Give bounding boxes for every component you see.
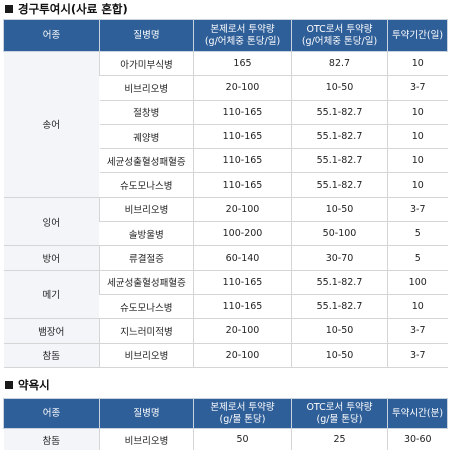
bath-table-header: 어종 질병명 본제로서 투약량 (g/물 톤당) OTC로서 투약량 (g/물 톤당)… <box>3 398 448 429</box>
value-cell: 55.1-82.7 <box>291 172 388 198</box>
table-row: 슈도모나스병 110-165 55.1-82.7 10 <box>4 172 448 198</box>
table-row: 뱀장어 지느러미적병 20-100 10-50 3-7 <box>3 318 448 344</box>
value-cell: 30-70 <box>291 245 388 271</box>
value-cell: 30-60 <box>387 428 448 450</box>
value-cell: 10-50 <box>291 343 388 368</box>
bath-section-title: 약욕시 <box>18 378 50 392</box>
value-cell: 10 <box>387 124 448 150</box>
column-header: 어종 <box>3 398 100 429</box>
value-cell: 100-200 <box>193 221 292 247</box>
value-cell: 110-165 <box>193 172 292 198</box>
value-cell: 60-140 <box>193 245 292 271</box>
column-header: 질병명 <box>99 398 194 429</box>
disease-cell: 슈도모나스병 <box>99 294 194 320</box>
value-cell: 165 <box>193 51 292 77</box>
value-cell: 55.1-82.7 <box>291 270 388 295</box>
value-cell: 110-165 <box>193 100 292 125</box>
value-cell: 10-50 <box>291 75 388 101</box>
table-row: 슈도모나스병 110-165 55.1-82.7 10 <box>4 294 448 320</box>
value-cell: 3-7 <box>387 197 448 223</box>
value-cell: 20-100 <box>193 197 292 223</box>
value-cell: 110-165 <box>193 294 292 320</box>
disease-cell: 비브리오병 <box>99 343 194 368</box>
value-cell: 3-7 <box>387 343 448 368</box>
value-cell: 110-165 <box>193 148 292 174</box>
disease-cell: 류결절증 <box>99 245 194 271</box>
column-header: 투약기간(일) <box>387 19 448 52</box>
column-header: 본제로서 투약량 (g/어체중 톤당/일) <box>193 19 292 52</box>
table-row: 참돔 비브리오병 20-100 10-50 3-7 <box>3 343 448 368</box>
oral-table-header: 어종 질병명 본제로서 투약량 (g/어체중 톤당/일) OTC로서 투약량 (g/어… <box>3 19 448 52</box>
disease-cell: 비브리오병 <box>99 197 194 223</box>
value-cell: 25 <box>291 428 388 450</box>
table-row: 참돔 비브리오병 50 25 30-60 <box>3 428 448 450</box>
value-cell: 10 <box>387 51 448 77</box>
value-cell: 50 <box>193 428 292 450</box>
value-cell: 3-7 <box>387 318 448 344</box>
disease-cell: 비브리오병 <box>99 428 194 450</box>
value-cell: 82.7 <box>291 51 388 77</box>
column-header: 어종 <box>3 19 100 52</box>
bath-table-body: 참돔 비브리오병 50 25 30-60 <box>3 428 448 450</box>
table-row: 절창병 110-165 55.1-82.7 10 <box>4 100 448 125</box>
species-cell: 방어 <box>3 245 100 271</box>
value-cell: 55.1-82.7 <box>291 124 388 150</box>
disease-cell: 절창병 <box>99 100 194 125</box>
table-row: 방어 류결절증 60-140 30-70 5 <box>3 245 448 271</box>
value-cell: 10 <box>387 100 448 125</box>
value-cell: 20-100 <box>193 318 292 344</box>
column-header: OTC로서 투약량 (g/어체중 톤당/일) <box>291 19 388 52</box>
species-cell: 뱀장어 <box>3 318 100 344</box>
species-cell: 잉어 <box>3 197 100 247</box>
value-cell: 55.1-82.7 <box>291 100 388 125</box>
value-cell: 55.1-82.7 <box>291 148 388 174</box>
table-row: 송어 아가미부식병 165 82.7 10 <box>3 51 448 198</box>
disease-cell: 슈도모나스병 <box>99 172 194 198</box>
value-cell: 10 <box>387 172 448 198</box>
disease-cell: 비브리오병 <box>99 75 194 101</box>
column-header: 투약시간(분) <box>387 398 448 429</box>
table-row: 궤양병 110-165 55.1-82.7 10 <box>4 124 448 150</box>
disease-cell: 지느러미적병 <box>99 318 194 344</box>
value-cell: 10-50 <box>291 318 388 344</box>
table-row: 비브리오병 20-100 10-50 3-7 <box>4 75 448 101</box>
value-cell: 55.1-82.7 <box>291 294 388 320</box>
value-cell: 20-100 <box>193 75 292 101</box>
value-cell: 10 <box>387 294 448 320</box>
table-row: 솔방울병 100-200 50-100 5 <box>4 221 448 247</box>
column-header: OTC로서 투약량 (g/물 톤당) <box>291 398 388 429</box>
bath-section-heading: 약욕시 <box>5 378 50 392</box>
species-cell: 참돔 <box>3 343 100 368</box>
value-cell: 50-100 <box>291 221 388 247</box>
value-cell: 20-100 <box>193 343 292 368</box>
oral-section-heading: 경구투여시(사료 혼합) <box>5 2 128 16</box>
column-header: 질병명 <box>99 19 194 52</box>
value-cell: 5 <box>387 245 448 271</box>
disease-cell: 아가미부식병 <box>99 51 194 77</box>
value-cell: 110-165 <box>193 270 292 295</box>
oral-dosage-table: 어종 질병명 본제로서 투약량 (g/어체중 톤당/일) OTC로서 투약량 (g/어… <box>3 19 448 368</box>
value-cell: 10 <box>387 148 448 174</box>
disease-cell: 솔방울병 <box>99 221 194 247</box>
value-cell: 3-7 <box>387 75 448 101</box>
species-cell: 참돔 <box>3 428 100 450</box>
table-row: 메기 세균성출혈성패혈증 110-165 55.1-82.7 100 <box>3 270 448 320</box>
oral-section-title: 경구투여시(사료 혼합) <box>18 2 128 16</box>
table-row: 세균성출혈성패혈증 110-165 55.1-82.7 10 <box>4 148 448 174</box>
disease-cell: 궤양병 <box>99 124 194 150</box>
black-square-icon <box>5 381 13 389</box>
disease-cell: 세균성출혈성패혈증 <box>99 148 194 174</box>
value-cell: 10-50 <box>291 197 388 223</box>
value-cell: 110-165 <box>193 124 292 150</box>
species-cell: 송어 <box>3 51 100 198</box>
value-cell: 5 <box>387 221 448 247</box>
bath-dosage-table: 어종 질병명 본제로서 투약량 (g/물 톤당) OTC로서 투약량 (g/물 톤당)… <box>3 398 448 450</box>
value-cell: 100 <box>387 270 448 295</box>
column-header: 본제로서 투약량 (g/물 톤당) <box>193 398 292 429</box>
disease-cell: 세균성출혈성패혈증 <box>99 270 194 295</box>
oral-table-body: 송어 아가미부식병 165 82.7 10 비브리오병 20-100 10-50 3-7 절창병 1… <box>3 51 448 368</box>
black-square-icon <box>5 5 13 13</box>
species-cell: 메기 <box>3 270 100 320</box>
table-row: 잉어 비브리오병 20-100 10-50 3-7 <box>3 197 448 247</box>
